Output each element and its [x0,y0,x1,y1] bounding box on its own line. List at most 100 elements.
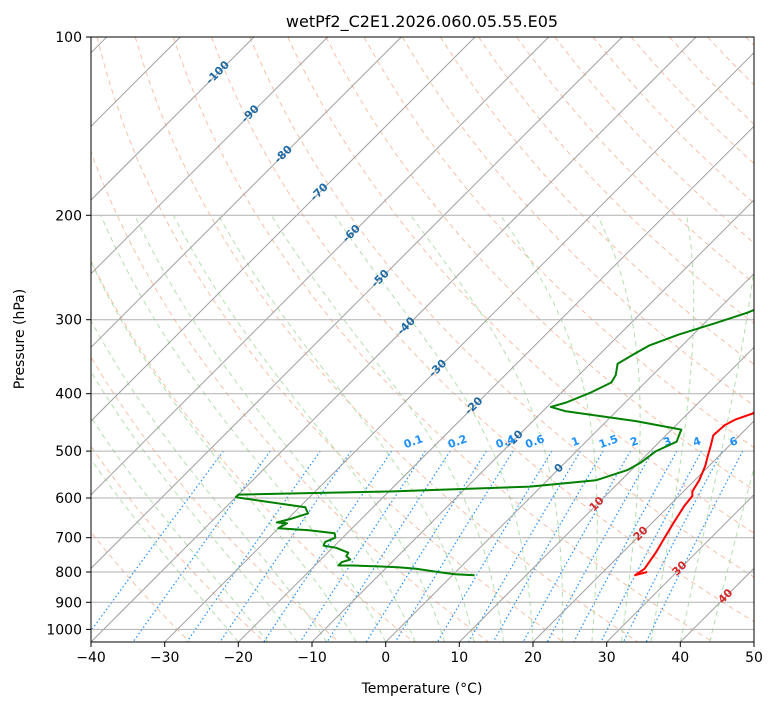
x-tick-label: 10 [450,650,468,666]
dry-adiabat-line [516,37,754,284]
dry-adiabat-line [325,37,754,491]
pressure-gridlines [91,214,754,630]
dewpoint-profile-line [234,308,754,577]
dry-adiabat-line [134,37,639,642]
isotherm-line [91,37,255,201]
profile-series [234,308,754,577]
isotherm-line [91,37,402,349]
mixing-ratio-label: 2 [628,434,640,449]
moist-adiabat-line [91,319,328,642]
mixing-ratio-line [622,450,723,642]
mixing-ratio-label: 8 [754,434,766,449]
dry-adiabat-line [96,37,565,642]
y-tick-label: 900 [55,595,82,611]
mixing-ratio-label: 0.2 [446,432,469,451]
dry-adiabat-line [592,37,754,204]
mixing-ratio-line [186,450,321,642]
isotherm-line [91,37,550,496]
dry-adiabat-line [439,37,754,366]
y-axis-title: Pressure (hPa) [12,289,28,389]
mixing-ratio-line [91,450,224,632]
isotherm-line [753,641,754,642]
x-tick-label: 20 [524,650,542,666]
moist-adiabat-line [173,215,446,642]
isotherm-line [163,51,754,642]
moist-adiabat-line [597,215,641,642]
moist-adiabat-line [218,215,475,642]
dry-adiabat-line [287,37,754,534]
isotherm-label: -80 [272,142,295,165]
x-axis: −40 −30 −20 −10 0 10 20 30 40 50 [76,642,763,666]
x-tick-label: 50 [745,650,763,666]
dry-adiabat-line [91,150,490,642]
mixing-ratio-label: 1.5 [597,432,620,451]
dry-adiabat-line [401,37,754,407]
mixing-ratio-label: 3 [662,434,674,449]
x-tick-label: −20 [224,650,254,666]
x-tick-label: −40 [76,650,106,666]
mixing-ratio-line [546,450,654,642]
x-tick-label: 40 [671,650,689,666]
mixing-ratio-line [326,450,451,642]
dry-adiabat-line [363,37,754,449]
mixing-ratio-label: 0.6 [523,432,546,451]
isotherm-line [311,199,754,642]
plot-area: -100-90-80-70-60-50-40-30-20-10010203040… [91,37,766,642]
isotherm-line [679,567,754,642]
isotherm-label: -20 [462,394,485,417]
y-tick-label: 200 [55,208,82,224]
isotherm-line [237,125,754,642]
dry-adiabat-line [91,445,266,642]
y-tick-label: 400 [55,387,82,403]
moist-adiabats [91,215,754,642]
moist-adiabat-line [334,215,534,642]
x-tick-label: 0 [381,650,390,666]
moist-adiabat-line [91,416,269,642]
dry-adiabat-line [91,531,191,642]
isotherm-line [458,346,754,642]
mixing-ratio-line [365,450,487,642]
isotherm-line [91,37,623,570]
y-tick-label: 500 [55,444,82,460]
mixing-ratio-label: 6 [728,434,740,449]
isotherm-line [91,37,697,642]
dry-adiabat-line [478,37,754,325]
mixing-ratio-label: 0.1 [402,432,425,451]
dry-adiabat-line [630,37,754,165]
dry-adiabat-line [91,259,415,642]
x-axis-title: Temperature (°C) [361,681,483,697]
isotherm-line [384,272,754,642]
temperature-profile-line [634,411,754,577]
isotherm-line [91,37,476,422]
moist-adiabat-line [500,215,598,642]
mixing-ratio-line [263,450,393,642]
dry-adiabat-line [91,356,340,642]
moist-adiabat-line [679,265,754,642]
x-tick-label: −10 [297,650,327,666]
plot-frame [90,36,755,643]
y-axis: 100 200 300 400 500 600 700 800 900 1000 [46,30,91,638]
y-tick-label: 700 [55,531,82,547]
moist-adiabat-line [709,466,754,642]
chart-title: wetPf2_C2E1.2026.060.05.55.E05 [286,12,558,32]
isotherms [91,37,754,642]
dry-adiabat-line [211,37,754,623]
moist-adiabat-line [91,458,239,642]
moist-adiabat-line [91,260,357,642]
x-tick-label: −30 [150,650,180,666]
y-tick-label: 100 [55,30,82,46]
moist-adiabat-line [134,215,416,642]
isotherm-line [91,37,329,275]
x-tick-label: 30 [598,650,616,666]
moist-adiabat-line [410,215,564,642]
moist-adiabat-line [91,370,298,642]
isotherm-line [532,420,754,642]
y-tick-label: 800 [55,565,82,581]
y-tick-label: 1000 [46,622,82,638]
dry-adiabat-line [249,37,754,578]
y-tick-label: 600 [55,491,82,507]
mixing-ratio-label: 1 [570,434,582,449]
moist-adiabat-line [100,215,387,642]
moist-adiabat-line [650,215,695,642]
